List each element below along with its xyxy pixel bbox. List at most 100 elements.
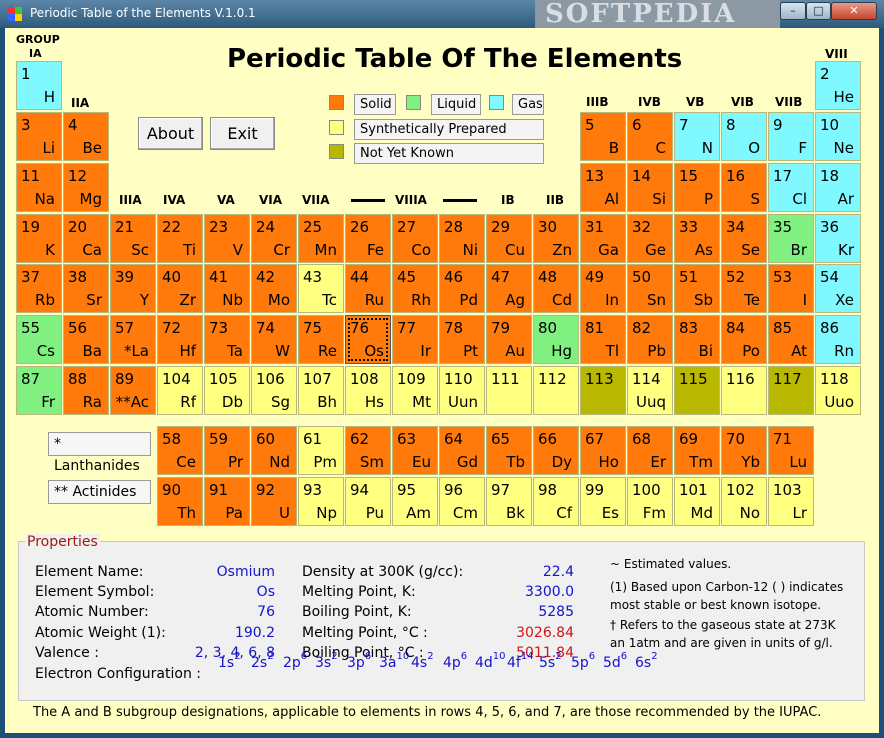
- element-cell[interactable]: 43 Tc: [298, 264, 344, 313]
- element-cell[interactable]: 87 Fr: [16, 366, 62, 415]
- element-cell[interactable]: 90 Th: [157, 477, 203, 526]
- element-cell[interactable]: 31 Ga: [580, 214, 626, 263]
- element-cell[interactable]: 84 Po: [721, 315, 767, 364]
- element-cell[interactable]: 105 Db: [204, 366, 250, 415]
- element-cell[interactable]: 77 Ir: [392, 315, 438, 364]
- element-cell[interactable]: 20 Ca: [63, 214, 109, 263]
- element-cell[interactable]: 74 W: [251, 315, 297, 364]
- element-cell[interactable]: 41 Nb: [204, 264, 250, 313]
- element-cell[interactable]: 88 Ra: [63, 366, 109, 415]
- maximize-button[interactable]: □: [806, 2, 831, 20]
- element-cell[interactable]: 79 Au: [486, 315, 532, 364]
- element-cell[interactable]: 14 Si: [627, 163, 673, 212]
- element-cell[interactable]: 28 Ni: [439, 214, 485, 263]
- element-cell[interactable]: 68 Er: [627, 426, 673, 475]
- element-cell[interactable]: 57 *La: [110, 315, 156, 364]
- element-cell[interactable]: 93 Np: [298, 477, 344, 526]
- element-cell[interactable]: 103 Lr: [768, 477, 814, 526]
- element-cell[interactable]: 48 Cd: [533, 264, 579, 313]
- close-button[interactable]: ✕: [831, 2, 877, 20]
- element-cell[interactable]: 51 Sb: [674, 264, 720, 313]
- element-cell[interactable]: 25 Mn: [298, 214, 344, 263]
- element-cell[interactable]: 76 Os: [345, 315, 391, 364]
- exit-button[interactable]: Exit: [210, 117, 275, 150]
- element-cell[interactable]: 56 Ba: [63, 315, 109, 364]
- element-cell[interactable]: 80 Hg: [533, 315, 579, 364]
- element-cell[interactable]: 53 I: [768, 264, 814, 313]
- element-cell[interactable]: 21 Sc: [110, 214, 156, 263]
- element-cell[interactable]: 95 Am: [392, 477, 438, 526]
- element-cell[interactable]: 114 Uuq: [627, 366, 673, 415]
- title-bar[interactable]: Periodic Table of the Elements V.1.0.1 S…: [0, 0, 884, 28]
- element-cell[interactable]: 10 Ne: [815, 112, 861, 161]
- element-cell[interactable]: 39 Y: [110, 264, 156, 313]
- element-cell[interactable]: 45 Rh: [392, 264, 438, 313]
- element-cell[interactable]: 44 Ru: [345, 264, 391, 313]
- element-cell[interactable]: 27 Co: [392, 214, 438, 263]
- element-cell[interactable]: 35 Br: [768, 214, 814, 263]
- element-cell[interactable]: 40 Zr: [157, 264, 203, 313]
- element-cell[interactable]: 110 Uun: [439, 366, 485, 415]
- element-cell[interactable]: 107 Bh: [298, 366, 344, 415]
- element-cell[interactable]: 64 Gd: [439, 426, 485, 475]
- element-cell[interactable]: 30 Zn: [533, 214, 579, 263]
- element-cell[interactable]: 42 Mo: [251, 264, 297, 313]
- element-cell[interactable]: 15 P: [674, 163, 720, 212]
- element-cell[interactable]: 86 Rn: [815, 315, 861, 364]
- element-cell[interactable]: 63 Eu: [392, 426, 438, 475]
- element-cell[interactable]: 113: [580, 366, 626, 415]
- element-cell[interactable]: 69 Tm: [674, 426, 720, 475]
- element-cell[interactable]: 50 Sn: [627, 264, 673, 313]
- element-cell[interactable]: 78 Pt: [439, 315, 485, 364]
- element-cell[interactable]: 111: [486, 366, 532, 415]
- element-cell[interactable]: 89 **Ac: [110, 366, 156, 415]
- element-cell[interactable]: 54 Xe: [815, 264, 861, 313]
- element-cell[interactable]: 118 Uuo: [815, 366, 861, 415]
- element-cell[interactable]: 66 Dy: [533, 426, 579, 475]
- element-cell[interactable]: 60 Nd: [251, 426, 297, 475]
- element-cell[interactable]: 70 Yb: [721, 426, 767, 475]
- element-cell[interactable]: 58 Ce: [157, 426, 203, 475]
- element-cell[interactable]: 81 Tl: [580, 315, 626, 364]
- element-cell[interactable]: 115: [674, 366, 720, 415]
- element-cell[interactable]: 82 Pb: [627, 315, 673, 364]
- element-cell[interactable]: 22 Ti: [157, 214, 203, 263]
- element-cell[interactable]: 100 Fm: [627, 477, 673, 526]
- element-cell[interactable]: 17 Cl: [768, 163, 814, 212]
- element-cell[interactable]: 59 Pr: [204, 426, 250, 475]
- element-cell[interactable]: 73 Ta: [204, 315, 250, 364]
- element-cell[interactable]: 12 Mg: [63, 163, 109, 212]
- element-cell[interactable]: 94 Pu: [345, 477, 391, 526]
- element-cell[interactable]: 67 Ho: [580, 426, 626, 475]
- element-cell[interactable]: 91 Pa: [204, 477, 250, 526]
- element-cell[interactable]: 34 Se: [721, 214, 767, 263]
- element-cell[interactable]: 61 Pm: [298, 426, 344, 475]
- element-cell[interactable]: 16 S: [721, 163, 767, 212]
- element-cell[interactable]: 37 Rb: [16, 264, 62, 313]
- element-cell[interactable]: 104 Rf: [157, 366, 203, 415]
- element-cell[interactable]: 55 Cs: [16, 315, 62, 364]
- element-cell[interactable]: 72 Hf: [157, 315, 203, 364]
- element-cell[interactable]: 18 Ar: [815, 163, 861, 212]
- element-cell[interactable]: 109 Mt: [392, 366, 438, 415]
- element-cell[interactable]: 26 Fe: [345, 214, 391, 263]
- element-cell[interactable]: 83 Bi: [674, 315, 720, 364]
- element-cell[interactable]: 99 Es: [580, 477, 626, 526]
- element-cell[interactable]: 19 K: [16, 214, 62, 263]
- element-cell[interactable]: 36 Kr: [815, 214, 861, 263]
- element-cell[interactable]: 11 Na: [16, 163, 62, 212]
- element-cell[interactable]: 101 Md: [674, 477, 720, 526]
- element-cell[interactable]: 71 Lu: [768, 426, 814, 475]
- element-cell[interactable]: 75 Re: [298, 315, 344, 364]
- element-cell[interactable]: 92 U: [251, 477, 297, 526]
- element-cell[interactable]: 102 No: [721, 477, 767, 526]
- element-cell[interactable]: 106 Sg: [251, 366, 297, 415]
- element-cell[interactable]: 97 Bk: [486, 477, 532, 526]
- element-cell[interactable]: 98 Cf: [533, 477, 579, 526]
- element-cell[interactable]: 29 Cu: [486, 214, 532, 263]
